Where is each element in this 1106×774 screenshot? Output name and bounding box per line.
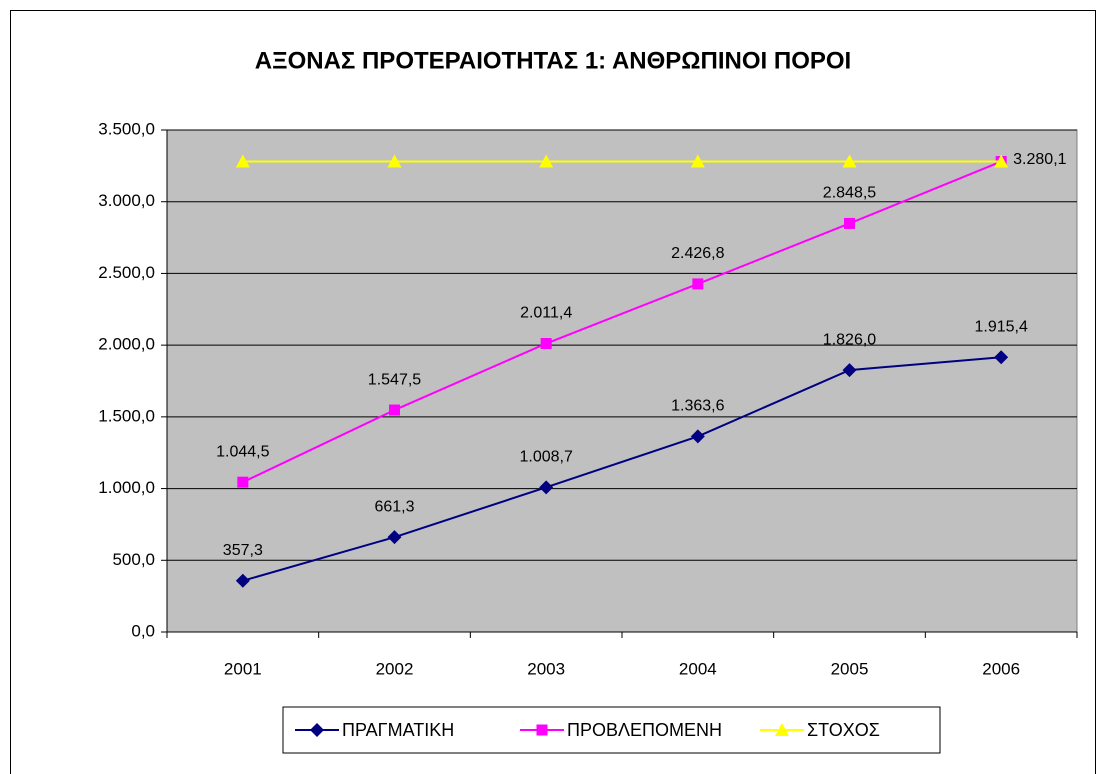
data-label: 1.363,6 [671,398,724,415]
chart-title: ΑΞΟΝΑΣ ΠΡΟΤΕΡΑΙΟΤΗΤΑΣ 1: ΑΝΘΡΩΠΙΝΟΙ ΠΟΡΟ… [255,47,851,74]
y-tick-label: 3.500,0 [98,119,155,138]
data-label: 2.848,5 [823,185,876,202]
y-tick-label: 500,0 [112,550,155,569]
y-tick-label: 2.500,0 [98,263,155,282]
data-point [842,363,857,378]
data-label: 1.826,0 [823,331,876,348]
data-point [539,480,554,495]
series-line [242,356,1002,582]
data-label: 357,3 [223,542,263,559]
legend-label: ΣΤΟΧΟΣ [807,720,880,740]
series-line [242,160,1002,484]
x-tick-label: 2002 [376,659,414,678]
data-point [539,154,554,168]
x-tick-label: 2001 [224,659,262,678]
y-tick-label: 2.000,0 [98,335,155,354]
data-point [690,154,705,168]
x-tick-label: 2004 [679,659,717,678]
data-label: 3.280,1 [1013,151,1066,168]
data-point [690,429,705,444]
x-tick-label: 2003 [527,659,565,678]
data-label: 661,3 [374,498,414,515]
data-point [235,573,250,588]
x-tick-label: 2006 [982,659,1020,678]
legend-box [282,706,941,754]
data-label: 1.008,7 [519,449,572,466]
y-tick-label: 1.000,0 [98,478,155,497]
data-point [844,217,855,229]
data-label: 2.011,4 [520,305,572,322]
data-point [235,154,250,168]
data-point [237,476,249,488]
plot-area [166,129,1078,633]
data-point [692,278,704,290]
legend-marker [775,723,789,736]
data-point [994,350,1009,365]
y-tick-label: 3.000,0 [98,191,155,210]
data-point [994,154,1009,168]
legend-marker [536,724,548,736]
y-tick-label: 0,0 [131,621,155,640]
data-point [540,338,552,350]
legend-marker [310,723,324,737]
data-point [387,154,402,168]
y-tick-label: 1.500,0 [98,406,155,425]
data-point [389,404,400,416]
data-label: 1.915,4 [974,318,1027,335]
data-label: 1.547,5 [368,371,421,388]
x-tick-label: 2005 [831,659,869,678]
legend-label: ΠΡΑΓΜΑΤΙΚΗ [342,720,454,740]
data-point [387,530,402,545]
data-point [842,154,857,168]
legend-label: ΠΡΟΒΛΕΠΟΜΕΝΗ [567,720,722,740]
data-label: 2.426,8 [671,245,724,262]
data-label: 1.044,5 [216,443,269,460]
